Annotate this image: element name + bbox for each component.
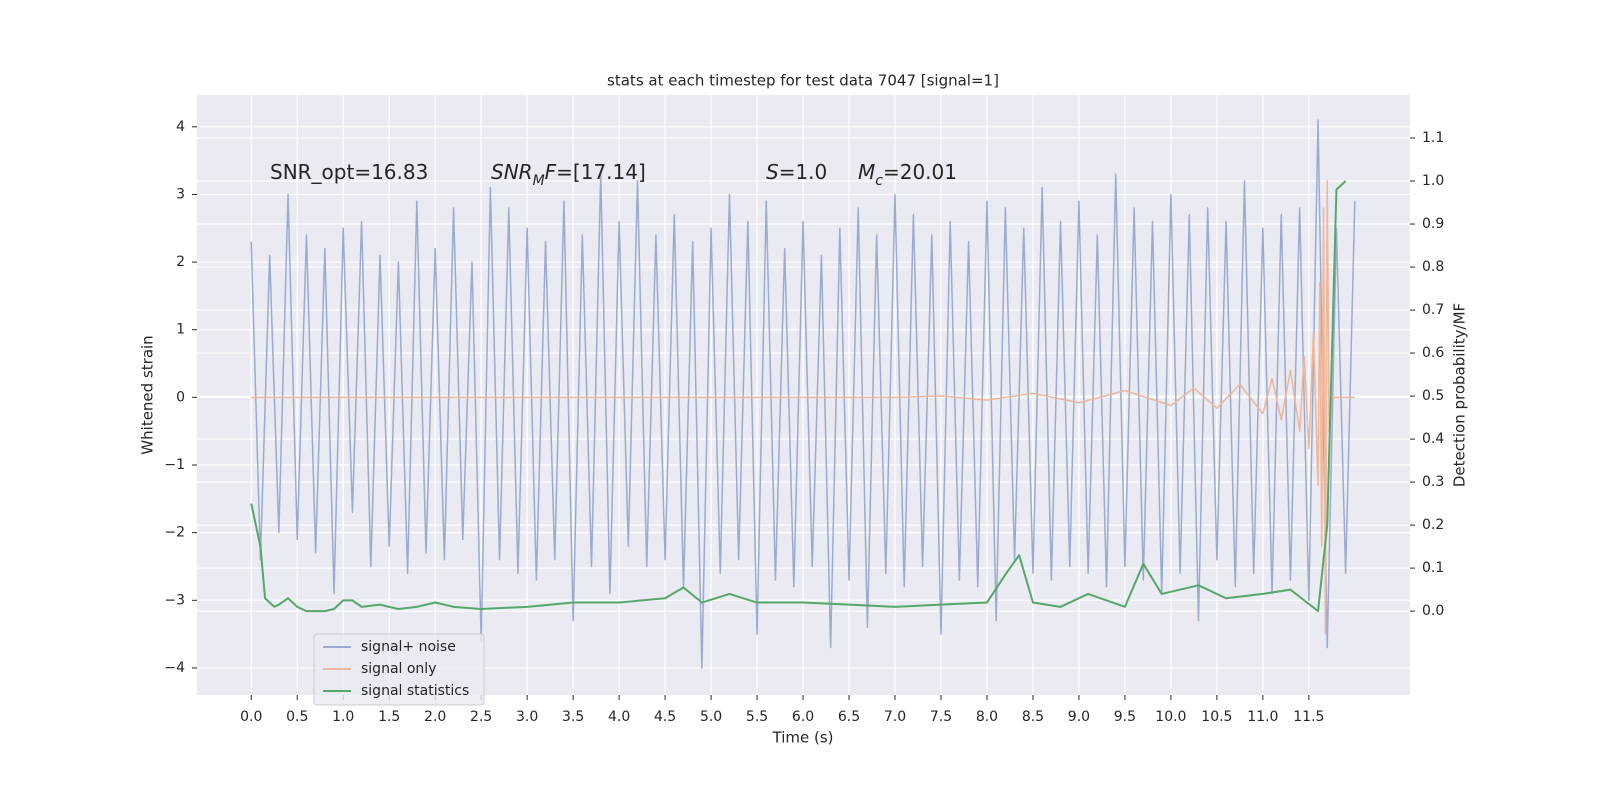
series-layer	[250, 119, 1356, 669]
x-tick-label: 9.5	[1114, 709, 1136, 725]
x-tick-label: 6.0	[792, 709, 814, 725]
y-tick-label: −1	[164, 457, 185, 473]
grid: 0.0 0.5 1.0 1.5 2.0 2.5 3.0 3.5 4.0 4.5 5.0 5.5 6.0 6…	[164, 95, 1444, 725]
y-tick-label: −4	[164, 660, 185, 676]
y-tick-label: 4	[176, 119, 185, 135]
annotation-part: c	[875, 173, 883, 189]
annotations: SNR_opt=16.83 SNRMF=[17.14] S=1.0 Mc=20.01	[270, 160, 957, 190]
y-tick-label: 1	[176, 322, 185, 338]
chart-title: stats at each timestep for test data 704…	[607, 72, 999, 90]
x-tick-label: 7.0	[884, 709, 906, 725]
y2-tick-label: 0.7	[1422, 302, 1444, 318]
legend-label: signal statistics	[361, 683, 469, 699]
x-tick-label: 0.0	[240, 709, 262, 725]
y-tick-label: −2	[164, 525, 185, 541]
legend-box	[313, 633, 485, 706]
y2-tick-label: 0.3	[1422, 474, 1444, 490]
x-tick-label: 2.0	[424, 709, 446, 725]
series-line	[251, 180, 1355, 635]
x-tick-label: 11.0	[1247, 709, 1278, 725]
x-tick-label: 10.0	[1155, 709, 1186, 725]
x-tick-label: 8.0	[976, 709, 998, 725]
y2-tick-label: 0.9	[1422, 216, 1444, 232]
legend-label: signal+ noise	[361, 639, 456, 655]
x-tick-label: 2.5	[470, 709, 492, 725]
annotation-part: SNR	[491, 160, 533, 184]
annotation-part: M	[858, 160, 875, 184]
y2-axis-label: Detection probability/MF	[1451, 303, 1469, 487]
annotation: SNRMF=[17.14]	[491, 160, 646, 190]
annotation: SNR_opt=16.83	[270, 160, 428, 184]
x-tick-label: 5.0	[700, 709, 722, 725]
x-tick-label: 11.5	[1293, 709, 1324, 725]
y2-tick-label: 0.4	[1422, 431, 1444, 447]
legend: signal+ noise signal only signal statistic…	[313, 633, 485, 706]
x-axis-label: Time (s)	[772, 729, 834, 747]
y2-tick-label: 0.6	[1422, 345, 1444, 361]
x-tick-label: 10.5	[1201, 709, 1232, 725]
annotation: Mc=20.01	[858, 160, 957, 190]
annotation-part: F	[545, 160, 557, 184]
y-tick-label: −3	[164, 592, 185, 608]
y2-tick-label: 0.0	[1422, 603, 1444, 619]
y2-tick-label: 0.5	[1422, 388, 1444, 404]
x-tick-label: 8.5	[1022, 709, 1044, 725]
series-line	[250, 119, 1356, 669]
annotation-part: SNR_opt=16.83	[270, 160, 428, 184]
annotation-part: =1.0	[779, 160, 828, 184]
y2-tick-label: 0.8	[1422, 259, 1444, 275]
x-tick-label: 4.5	[654, 709, 676, 725]
y2-tick-label: 1.0	[1422, 173, 1444, 189]
x-tick-label: 5.5	[746, 709, 768, 725]
annotation-part: =[17.14]	[556, 160, 646, 184]
legend-label: signal only	[361, 661, 436, 677]
y-tick-label: 0	[176, 389, 185, 405]
y-axis-label: Whitened strain	[139, 335, 157, 454]
x-tick-label: 1.5	[378, 709, 400, 725]
annotation: S=1.0	[766, 160, 827, 184]
x-tick-label: 3.0	[516, 709, 538, 725]
y-tick-label: 3	[176, 186, 185, 202]
annotation-part: =20.01	[883, 160, 957, 184]
y2-tick-label: 0.2	[1422, 517, 1444, 533]
x-tick-label: 3.5	[562, 709, 584, 725]
x-tick-label: 4.0	[608, 709, 630, 725]
x-tick-label: 6.5	[838, 709, 860, 725]
y2-tick-label: 0.1	[1422, 560, 1444, 576]
annotation-part: M	[533, 173, 545, 189]
x-tick-label: 7.5	[930, 709, 952, 725]
x-tick-label: 0.5	[286, 709, 308, 725]
x-tick-label: 1.0	[332, 709, 354, 725]
y2-tick-label: 1.1	[1422, 130, 1444, 146]
y-tick-label: 2	[176, 254, 185, 270]
series-line	[250, 180, 1347, 613]
x-tick-label: 9.0	[1068, 709, 1090, 725]
annotation-part: S	[766, 160, 779, 184]
